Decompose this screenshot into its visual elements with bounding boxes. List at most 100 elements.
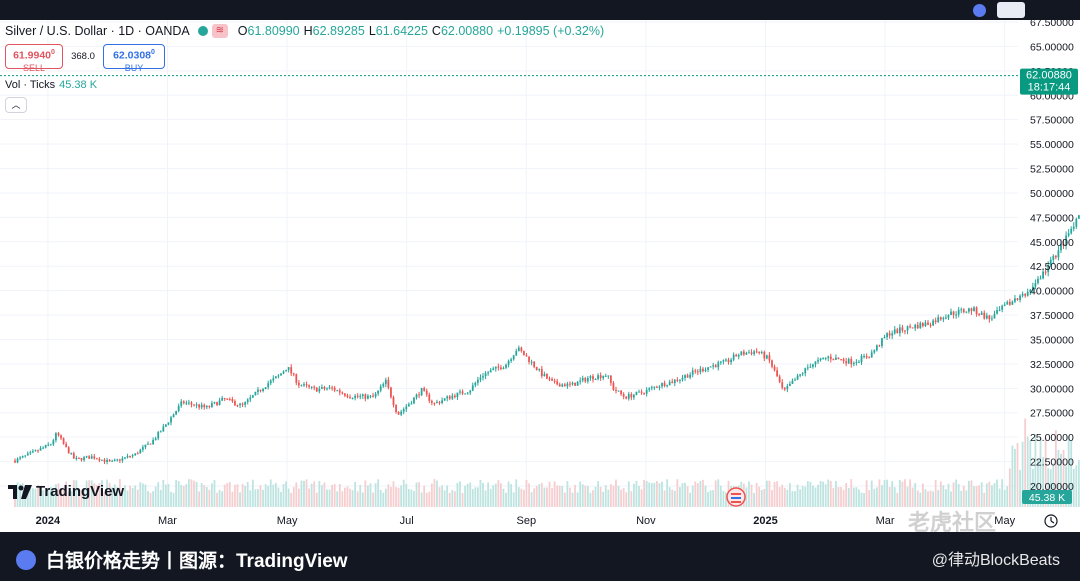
volume-bar <box>241 483 244 507</box>
volume-bar <box>694 481 697 507</box>
candle <box>891 330 894 340</box>
volume-bar <box>277 487 280 507</box>
candle <box>228 397 231 401</box>
volume-bar <box>195 481 198 507</box>
candle <box>175 410 178 416</box>
candle <box>717 360 720 371</box>
volume-bar <box>453 491 456 507</box>
y-tick-label: 25.00000 <box>1030 432 1074 444</box>
price-chart[interactable]: 20.0000022.5000025.0000027.5000030.00000… <box>0 20 1080 532</box>
volume-legend[interactable]: Vol · Ticks 45.38 K <box>5 79 97 91</box>
top-tab[interactable] <box>997 2 1025 18</box>
volume-bar <box>377 479 380 507</box>
candle <box>656 385 658 389</box>
candle <box>1026 288 1029 297</box>
candle <box>349 394 351 399</box>
volume-bar <box>548 481 551 507</box>
events-flag-icon[interactable] <box>726 487 746 507</box>
profile-dot-icon[interactable] <box>973 4 986 17</box>
candle <box>98 457 101 463</box>
market-open-icon <box>197 26 208 36</box>
volume-bar <box>788 483 791 507</box>
candle <box>453 393 456 399</box>
candle <box>865 353 868 360</box>
volume-bar <box>1042 457 1044 507</box>
volume-bar <box>167 483 170 507</box>
candle <box>292 372 295 377</box>
high-value: 62.89285 <box>312 24 365 38</box>
volume-bar <box>927 491 929 507</box>
volume-bar <box>239 492 241 507</box>
volume-bar <box>157 482 160 507</box>
candle <box>318 386 321 394</box>
volume-bar <box>714 480 717 507</box>
volume-bar <box>937 490 940 507</box>
candle <box>451 393 454 401</box>
candle <box>904 330 906 335</box>
volume-bar <box>878 479 881 507</box>
volume-bar <box>111 487 114 507</box>
top-bar <box>0 0 1080 20</box>
candle <box>78 457 80 459</box>
volume-bar <box>1026 436 1029 507</box>
candle <box>351 397 354 400</box>
candle <box>561 383 564 388</box>
y-tick-label: 50.00000 <box>1030 188 1074 200</box>
volume-bar <box>1006 486 1009 507</box>
candle <box>198 403 201 410</box>
sell-button[interactable]: 61.99400 SELL <box>5 44 63 73</box>
symbol-title[interactable]: Silver / U.S. Dollar · 1D · OANDA <box>5 24 190 38</box>
buy-button[interactable]: 62.03080 BUY <box>103 44 165 73</box>
time-axis[interactable]: 2024MarMayJulSepNov2025MarMayJulSepNov20… <box>0 507 1080 532</box>
volume-bar <box>978 485 981 507</box>
candle <box>111 459 114 462</box>
candle <box>530 359 533 366</box>
y-tick-label: 67.50000 <box>1030 20 1074 29</box>
candle <box>973 306 975 312</box>
volume-bar <box>72 480 75 507</box>
volume-bar <box>172 492 175 507</box>
candle <box>878 344 881 347</box>
caption-dot-icon <box>16 549 36 570</box>
volume-bar <box>231 491 234 507</box>
settings-clock-icon[interactable] <box>1044 514 1058 528</box>
volume-bar <box>786 489 789 507</box>
candle <box>464 393 466 395</box>
x-tick-label: 2024 <box>36 515 61 527</box>
volume-bar <box>755 482 758 507</box>
y-tick-label: 65.00000 <box>1030 41 1074 53</box>
collapse-button[interactable]: ︿ <box>5 97 27 113</box>
volume-bar <box>26 485 29 507</box>
candle <box>837 357 840 360</box>
candle <box>1062 239 1065 249</box>
volume-bar <box>717 479 720 507</box>
candle <box>535 366 538 371</box>
candle <box>251 394 254 398</box>
candle <box>372 392 374 398</box>
candle <box>965 311 968 314</box>
candle <box>737 353 740 360</box>
candle <box>62 437 65 445</box>
candle <box>387 376 390 390</box>
volume-bar <box>300 480 303 507</box>
volume-bar <box>689 492 692 507</box>
data-source-icon[interactable]: ≋ <box>211 24 228 38</box>
volume-bar <box>205 486 208 507</box>
candle <box>924 320 927 328</box>
volume-bar <box>249 490 252 507</box>
candle <box>471 382 474 392</box>
volume-bar <box>973 486 975 507</box>
volume-bar <box>60 489 62 507</box>
candle <box>364 393 367 402</box>
volume-bar <box>34 488 37 507</box>
candle <box>765 354 768 360</box>
volume-bar <box>581 484 584 507</box>
volume-bar <box>124 485 126 507</box>
candle <box>566 381 569 389</box>
candle <box>205 405 208 410</box>
y-tick-label: 30.00000 <box>1030 383 1074 395</box>
candle <box>326 387 328 391</box>
last-price-tag: 62.00880 18:17:44 <box>1020 68 1078 95</box>
candle <box>129 455 131 459</box>
candle <box>643 392 646 396</box>
